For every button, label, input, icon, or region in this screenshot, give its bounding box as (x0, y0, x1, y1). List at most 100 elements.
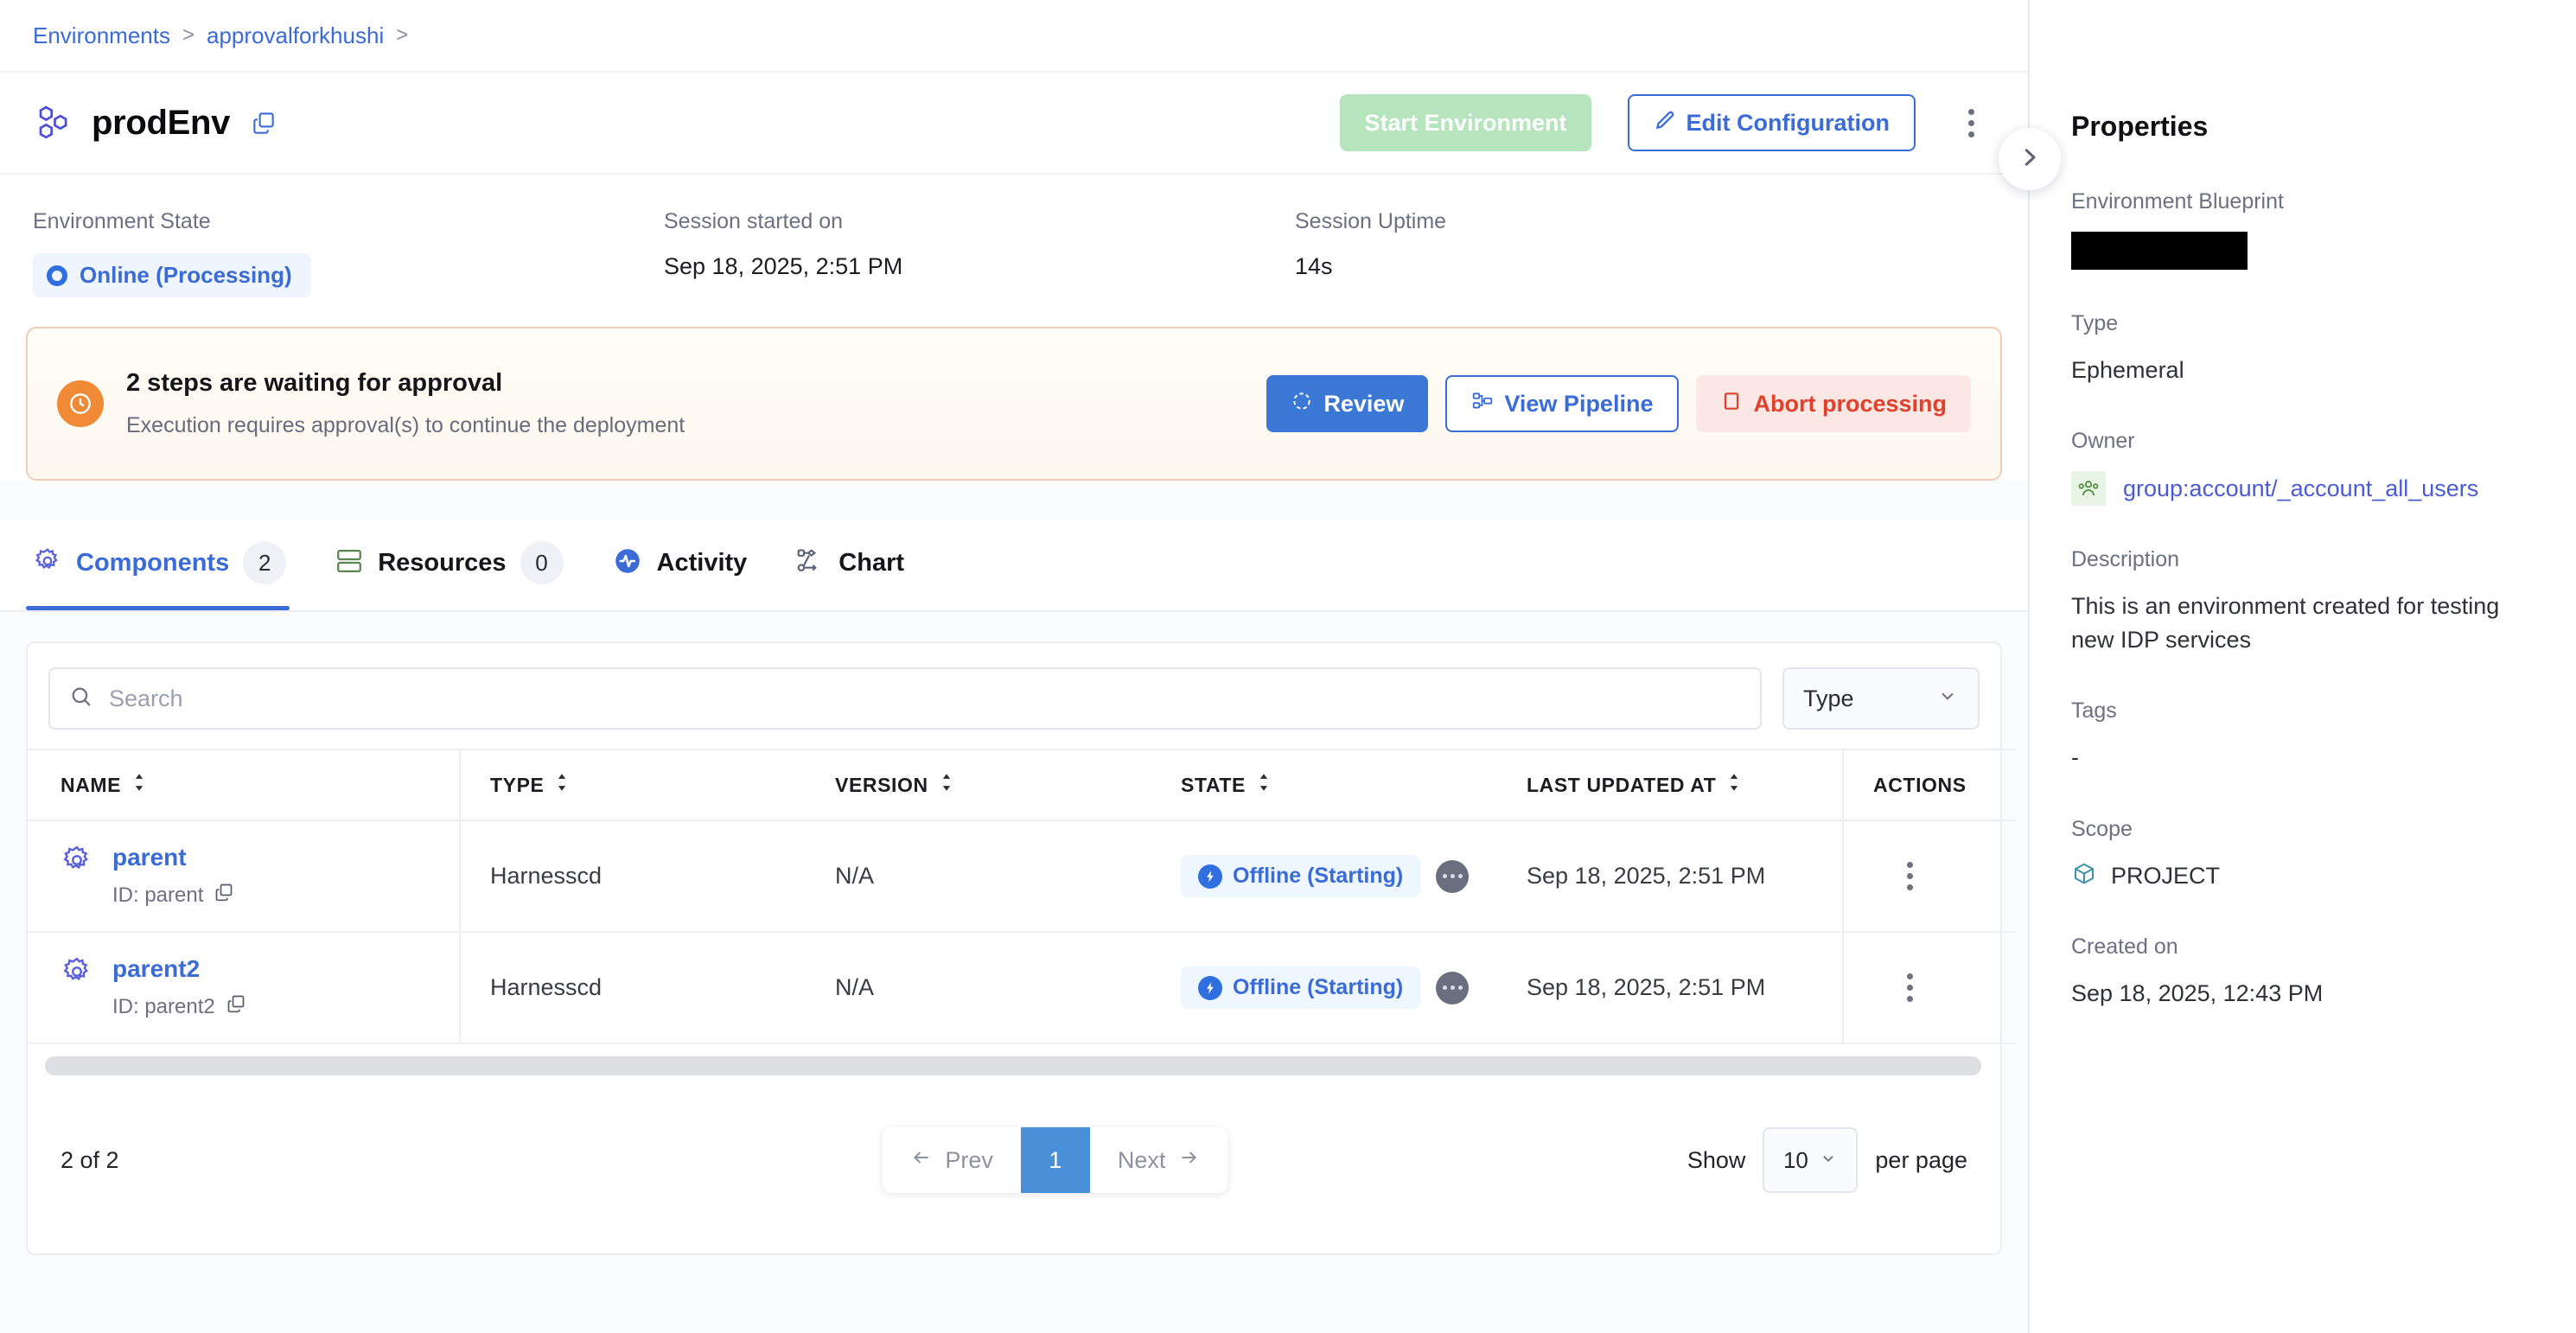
pagination-prev-label: Prev (945, 1146, 993, 1173)
page-size-value: 10 (1782, 1146, 1808, 1173)
component-name-link[interactable]: parent2 (112, 955, 201, 982)
sort-icon-state[interactable] (1256, 773, 1272, 797)
row-more-options-icon[interactable] (1885, 852, 1934, 901)
column-label-actions: ACTIONS (1873, 773, 1967, 796)
table-head: NAME TYPE (28, 749, 2016, 821)
pagination-count: 2 of 2 (61, 1146, 119, 1173)
breadcrumb-separator-icon: > (182, 23, 194, 47)
breadcrumb-item-approvalforkhushi[interactable]: approvalforkhushi (206, 22, 385, 48)
stat-label-environment-state: Environment State (33, 209, 211, 233)
type-filter-select[interactable]: Type (1782, 667, 1980, 730)
cell-version: N/A (806, 820, 1151, 933)
breadcrumb-item-environments[interactable]: Environments (33, 22, 170, 48)
search-icon (69, 685, 93, 713)
table-horizontal-scrollbar[interactable] (28, 1044, 2000, 1075)
collapse-panel-button[interactable] (1999, 128, 2061, 190)
review-button[interactable]: Review (1266, 375, 1429, 432)
cell-last-updated: Sep 18, 2025, 2:51 PM (1497, 932, 1843, 1044)
cell-state: Offline (Starting) (1151, 820, 1497, 933)
start-environment-button[interactable]: Start Environment (1340, 94, 1591, 151)
stat-session-uptime: Session Uptime 14s (1295, 209, 1926, 297)
pagination-next-button[interactable]: Next (1090, 1127, 1228, 1193)
table-row[interactable]: parent2 ID: parent2 (28, 932, 2016, 1044)
column-header-type[interactable]: TYPE (460, 749, 806, 821)
page-size-select[interactable]: 10 (1763, 1127, 1859, 1193)
bolt-icon (1198, 864, 1222, 889)
stat-label-session-started: Session started on (664, 209, 844, 233)
property-value-tags: - (2071, 744, 2079, 771)
column-header-name[interactable]: NAME (28, 749, 461, 821)
table-filters: Type (28, 643, 2000, 749)
tab-chart[interactable]: Chart (795, 519, 927, 610)
scrollbar-thumb[interactable] (45, 1056, 1981, 1075)
table-row[interactable]: parent ID: parent (28, 820, 2016, 933)
cell-name: parent2 ID: parent2 (28, 932, 461, 1044)
approval-banner-title: 2 steps are waiting for approval (126, 369, 503, 397)
cell-version: N/A (806, 932, 1151, 1044)
component-name-link[interactable]: parent (112, 844, 187, 871)
tab-count-components: 2 (243, 541, 287, 584)
page-header: prodEnv Start Environment Edit Configura… (0, 73, 2028, 173)
properties-panel-title: Properties (2071, 111, 2209, 142)
copy-icon[interactable] (226, 993, 246, 1020)
pipeline-icon (1471, 390, 1494, 418)
cell-actions (1842, 932, 2016, 1044)
tab-activity[interactable]: Activity (612, 519, 770, 610)
property-tags: Tags - (2071, 698, 2535, 775)
environment-hex-logo-icon (33, 103, 73, 143)
owner-link[interactable]: group:account/_account_all_users (2123, 475, 2479, 501)
cell-type: Harnesscd (460, 820, 806, 933)
per-page-label: per page (1875, 1146, 1967, 1173)
view-pipeline-button[interactable]: View Pipeline (1445, 375, 1680, 432)
chevron-right-icon (2017, 144, 2043, 175)
search-box[interactable] (48, 667, 1762, 730)
copy-icon[interactable] (249, 108, 278, 137)
page-title: prodEnv (92, 103, 231, 142)
table-body: parent ID: parent (28, 820, 2016, 1044)
row-more-options-icon[interactable] (1885, 964, 1934, 1012)
copy-icon[interactable] (214, 882, 234, 909)
column-label-state: STATE (1181, 773, 1246, 796)
chart-nodes-icon (795, 546, 825, 580)
gear-icon (33, 546, 62, 580)
pagination-next-label: Next (1117, 1146, 1166, 1173)
edit-configuration-button[interactable]: Edit Configuration (1627, 94, 1916, 151)
sort-icon-type[interactable] (554, 773, 570, 797)
environment-state-value: Online (Processing) (80, 262, 292, 288)
blueprint-redacted-value (2071, 232, 2248, 270)
processing-ring-icon (47, 265, 67, 286)
components-card: Type NAME (26, 641, 2016, 1255)
properties-panel: Properties Environment Blueprint Type Ep… (1999, 0, 2576, 1333)
cube-icon (2071, 861, 2097, 891)
stop-square-icon (1720, 390, 1743, 418)
property-value-type: Ephemeral (2071, 357, 2184, 383)
tab-label-activity: Activity (656, 548, 748, 577)
abort-processing-button[interactable]: Abort processing (1696, 375, 1971, 432)
column-header-last-updated[interactable]: LAST UPDATED AT (1497, 749, 1843, 821)
pagination-controls-wrapper: Prev 1 Next (424, 1127, 1687, 1193)
sort-icon-name[interactable] (131, 773, 147, 797)
property-scope: Scope PROJECT (2071, 817, 2535, 893)
state-details-icon[interactable] (1436, 859, 1470, 893)
header-more-options-icon[interactable] (1947, 99, 1995, 147)
approval-banner-actions: Review View Pipeline (1266, 375, 1971, 432)
component-id-text: ID: parent (112, 883, 204, 907)
property-value-scope: PROJECT (2111, 862, 2221, 889)
tab-components[interactable]: Components 2 (25, 519, 309, 610)
state-details-icon[interactable] (1436, 971, 1470, 1005)
column-header-state[interactable]: STATE (1151, 749, 1497, 821)
property-label-environment-blueprint: Environment Blueprint (2071, 189, 2284, 214)
session-stats-row: Environment State Online (Processing) Se… (0, 173, 2028, 327)
tab-label-resources: Resources (378, 548, 507, 577)
property-type: Type Ephemeral (2071, 311, 2535, 387)
sort-icon-version[interactable] (939, 773, 954, 797)
environment-state-badge: Online (Processing) (33, 253, 311, 297)
cell-actions (1842, 820, 2016, 933)
pagination-prev-button[interactable]: Prev (883, 1127, 1021, 1193)
column-header-version[interactable]: VERSION (806, 749, 1151, 821)
sort-icon-last-updated[interactable] (1726, 773, 1742, 797)
tab-resources[interactable]: Resources 0 (335, 519, 585, 610)
search-input[interactable] (109, 685, 1741, 712)
component-id-text: ID: parent2 (112, 994, 215, 1018)
pagination-page-1[interactable]: 1 (1020, 1127, 1090, 1193)
